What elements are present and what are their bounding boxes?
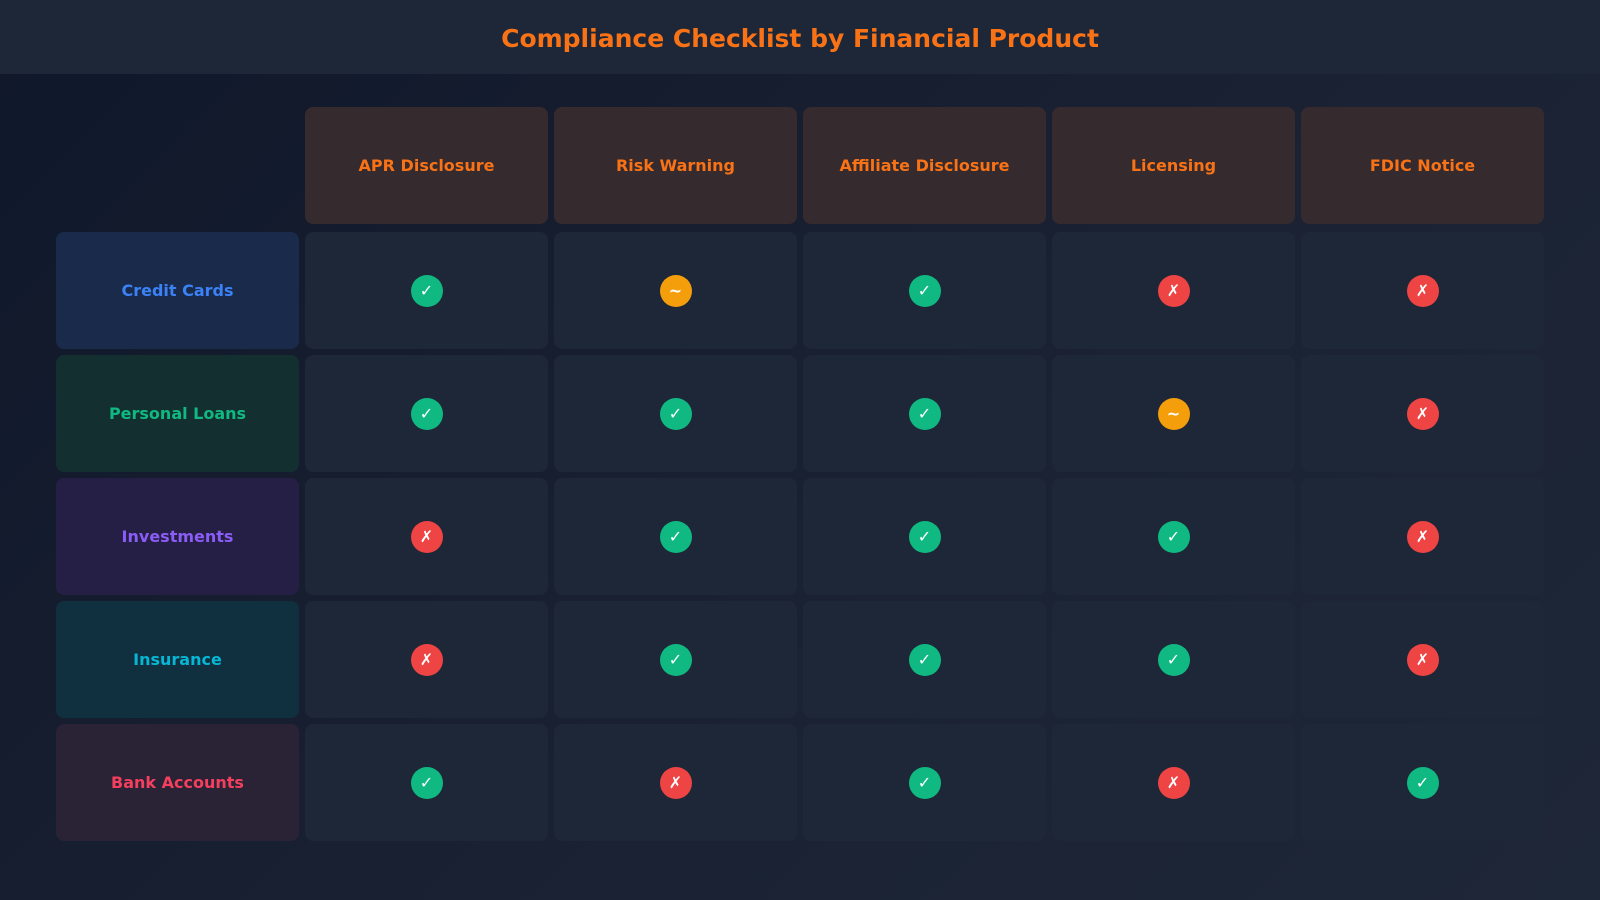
- status-badge: ✗: [1157, 766, 1190, 799]
- status-badge: ✓: [659, 643, 692, 676]
- status-cell: ✓: [554, 478, 797, 595]
- column-header: FDIC Notice: [1301, 107, 1544, 224]
- row-header: Investments: [56, 478, 299, 595]
- status-cell: ✓: [305, 355, 548, 472]
- status-badge: ✗: [1406, 274, 1439, 307]
- status-badge: ~: [1157, 397, 1190, 430]
- status-badge: ✗: [1406, 397, 1439, 430]
- header-bar: [0, 0, 1600, 74]
- row-header: Insurance: [56, 601, 299, 718]
- status-cell: ✗: [554, 724, 797, 841]
- status-cell: ✓: [305, 724, 548, 841]
- status-cell: ✓: [803, 601, 1046, 718]
- row-header: Credit Cards: [56, 232, 299, 349]
- status-badge: ✓: [908, 397, 941, 430]
- status-cell: ✓: [1052, 601, 1295, 718]
- status-badge: ✓: [410, 766, 443, 799]
- status-badge: ✓: [659, 520, 692, 553]
- status-cell: ~: [1052, 355, 1295, 472]
- status-cell: ✓: [554, 355, 797, 472]
- status-badge: ✓: [908, 274, 941, 307]
- status-badge: ✓: [1406, 766, 1439, 799]
- status-cell: ✓: [803, 724, 1046, 841]
- column-header: Risk Warning: [554, 107, 797, 224]
- status-badge: ✓: [1157, 643, 1190, 676]
- status-cell: ✓: [305, 232, 548, 349]
- status-badge: ✗: [1157, 274, 1190, 307]
- status-cell: ✗: [305, 601, 548, 718]
- status-badge: ✓: [1157, 520, 1190, 553]
- status-cell: ✗: [305, 478, 548, 595]
- column-header: APR Disclosure: [305, 107, 548, 224]
- status-badge: ✓: [908, 520, 941, 553]
- status-cell: ✗: [1052, 232, 1295, 349]
- status-badge: ✓: [659, 397, 692, 430]
- status-badge: ✓: [908, 766, 941, 799]
- page-title: Compliance Checklist by Financial Produc…: [501, 24, 1099, 53]
- status-cell: ✓: [1301, 724, 1544, 841]
- status-badge: ✗: [410, 643, 443, 676]
- column-header: Affiliate Disclosure: [803, 107, 1046, 224]
- status-cell: ✗: [1301, 601, 1544, 718]
- status-badge: ✓: [908, 643, 941, 676]
- status-badge: ✗: [1406, 520, 1439, 553]
- row-header: Personal Loans: [56, 355, 299, 472]
- status-cell: ✓: [803, 478, 1046, 595]
- column-header: Licensing: [1052, 107, 1295, 224]
- status-badge: ✗: [410, 520, 443, 553]
- status-cell: ✗: [1301, 232, 1544, 349]
- status-badge: ✗: [659, 766, 692, 799]
- status-cell: ✗: [1301, 355, 1544, 472]
- status-badge: ✓: [410, 397, 443, 430]
- status-cell: ✗: [1052, 724, 1295, 841]
- status-cell: ✓: [554, 601, 797, 718]
- status-cell: ~: [554, 232, 797, 349]
- status-cell: ✓: [1052, 478, 1295, 595]
- status-badge: ✗: [1406, 643, 1439, 676]
- status-cell: ✓: [803, 355, 1046, 472]
- status-badge: ~: [659, 274, 692, 307]
- row-header: Bank Accounts: [56, 724, 299, 841]
- status-cell: ✗: [1301, 478, 1544, 595]
- status-badge: ✓: [410, 274, 443, 307]
- status-cell: ✓: [803, 232, 1046, 349]
